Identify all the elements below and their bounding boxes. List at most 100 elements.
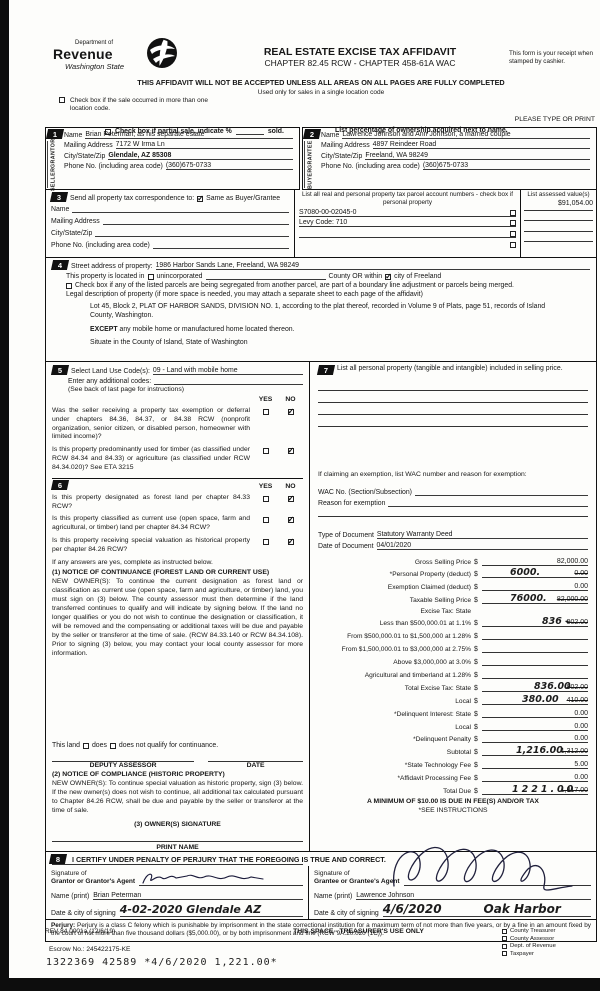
tax-value-field[interactable]: 5.00	[482, 761, 588, 770]
personal-property-line[interactable]	[318, 391, 588, 403]
buyer-name-field[interactable]: Lawrence Johnson and Ann Johnson, a marr…	[342, 131, 590, 139]
corr-phone-label: Phone No. (including area code)	[51, 242, 150, 250]
assessed-value[interactable]	[524, 221, 593, 232]
dor-logo: Department of Revenue Washington State	[53, 38, 203, 71]
unincorporated-label: unincorporated	[156, 273, 203, 280]
parcel-personal-checkbox[interactable]	[510, 209, 516, 216]
forest-yes-checkbox[interactable]	[262, 495, 269, 502]
additional-codes-field[interactable]	[154, 377, 303, 385]
same-as-buyer-checkbox[interactable]	[197, 194, 204, 203]
copy-distribution-list: County Treasurer County Assessor Dept. o…	[502, 928, 597, 958]
doc-date-field[interactable]: 04/01/2020	[376, 542, 588, 550]
deputy-assessor-signature-field[interactable]	[52, 752, 195, 763]
owners-signature-field[interactable]	[52, 830, 303, 843]
middle-section: 5 Select Land Use Code(s): 09 - Land wit…	[45, 362, 597, 866]
tax-value-field[interactable]	[482, 639, 588, 641]
grantor-name-print-field[interactable]: Brian Peterman	[93, 892, 303, 900]
tax-value-field[interactable]: 1221.00 1,317.00	[482, 784, 588, 796]
tax-row: Gross Selling Price $82,000.00	[414, 557, 588, 566]
personal-property-line[interactable]	[318, 415, 588, 427]
reason-extra-line[interactable]	[318, 507, 588, 517]
multi-location-checkbox[interactable]	[59, 97, 65, 103]
tax-value-field[interactable]	[482, 652, 588, 654]
dor-swirl-icon	[147, 38, 177, 68]
tax-value-field[interactable]: 76000. 82,000.00	[482, 593, 588, 605]
tax-value-field[interactable]: 0.00	[482, 583, 588, 592]
tax-value-field[interactable]: 0.00	[482, 735, 588, 744]
tax-value-field[interactable]: 836.00 902.00	[482, 681, 588, 692]
tax-value-field[interactable]	[482, 678, 588, 680]
current-use-no-checkbox[interactable]	[287, 515, 294, 524]
buyer-csz-field[interactable]: Freeland, WA 98249	[365, 152, 590, 160]
parcel-personal-checkbox[interactable]	[510, 220, 516, 227]
assessor-signature-labels: DEPUTY ASSESSOR DATE	[52, 762, 303, 769]
grantee-signature-field[interactable]	[403, 870, 591, 886]
street-address-field[interactable]: 1986 Harbor Sands Lane, Freeland, WA 982…	[155, 262, 590, 270]
tax-value-field[interactable]	[482, 665, 588, 667]
parcel-number[interactable]: S7080-00-02045-0	[299, 208, 357, 216]
tax-value-field[interactable]: 0.00	[482, 710, 588, 718]
parcel-number[interactable]: Levy Code: 710	[299, 219, 348, 227]
section-2-badge: 2	[302, 129, 322, 139]
grantee-name-print-field[interactable]: Lawrence Johnson	[356, 892, 591, 900]
doc-type-field[interactable]: Statutory Warranty Deed	[376, 531, 588, 539]
forest-no-checkbox[interactable]	[287, 494, 294, 503]
historic-no-checkbox[interactable]	[287, 537, 294, 546]
corr-csz-field[interactable]	[95, 229, 289, 238]
grantee-date-city-field[interactable]: 4/6/2020 Oak Harbor	[382, 902, 591, 917]
historic-yes-checkbox[interactable]	[262, 539, 269, 546]
partial-sale-checkbox[interactable]	[105, 129, 111, 135]
copy-county-assessor-checkbox[interactable]	[502, 936, 507, 941]
grantor-date-city-field[interactable]: 4-02-2020 Glendale AZ	[119, 903, 303, 917]
corr-phone-field[interactable]	[152, 241, 289, 250]
assessor-date-field[interactable]	[208, 752, 303, 763]
reason-field[interactable]	[388, 499, 588, 507]
exemption-yes-checkbox[interactable]	[262, 409, 269, 415]
wac-field[interactable]	[414, 488, 588, 496]
tax-value-field[interactable]: 0.00	[482, 723, 588, 731]
unincorporated-checkbox[interactable]	[147, 274, 154, 280]
parcel-personal-checkbox[interactable]	[510, 230, 516, 237]
copy-dept-revenue-checkbox[interactable]	[502, 943, 507, 949]
print-name-field[interactable]	[52, 853, 303, 866]
tax-value-field[interactable]: 836 -902.00	[482, 616, 588, 628]
grantor-signature	[142, 873, 264, 884]
tax-value-field[interactable]: 82,000.00	[482, 558, 588, 566]
current-use-yes-checkbox[interactable]	[262, 517, 269, 524]
tax-value-field[interactable]: 1,216.00 1,312.00	[482, 745, 588, 757]
seller-phone-field[interactable]: (360)675-0733	[165, 162, 293, 171]
corr-name-field[interactable]	[72, 205, 289, 213]
buyer-phone-field[interactable]: (360)675-0733	[422, 162, 590, 171]
within-city-checkbox[interactable]	[385, 272, 392, 281]
tax-value-field[interactable]: 6000. 0.00	[482, 567, 588, 579]
assessed-value[interactable]: $91,054.00	[524, 200, 593, 211]
seller-csz-field[interactable]: Glendale, AZ 85308	[108, 152, 293, 160]
corr-address-field[interactable]	[102, 217, 289, 226]
land-does-not-checkbox[interactable]	[109, 743, 116, 750]
seller-address-field[interactable]: 7172 W Irma Ln	[115, 141, 293, 150]
land-does-checkbox[interactable]	[82, 743, 89, 750]
segregated-checkbox[interactable]	[66, 283, 72, 289]
exemption-no-checkbox[interactable]	[287, 407, 294, 416]
assessed-value[interactable]	[524, 232, 593, 242]
copy-taxpayer-checkbox[interactable]	[502, 951, 507, 956]
copy-county-treasurer-checkbox[interactable]	[502, 928, 507, 934]
assessed-value[interactable]	[524, 211, 593, 221]
tax-value-field[interactable]: 380.00 410.00	[482, 694, 588, 705]
buyer-address-field[interactable]: 4897 Reindeer Road	[372, 141, 590, 150]
tax-value-field[interactable]: 0.00	[482, 774, 588, 783]
tax-row: Exemption Claimed (deduct) $0.00	[387, 583, 588, 592]
perjury-note: Perjury: Perjury is a class C felony whi…	[46, 919, 596, 941]
personal-property-line[interactable]	[318, 379, 588, 391]
parcel-personal-checkbox[interactable]	[510, 242, 516, 249]
grantor-signature-field[interactable]	[139, 870, 303, 886]
timber-no-checkbox[interactable]	[287, 446, 294, 455]
land-use-code-field[interactable]: 09 - Land with mobile home	[152, 367, 303, 375]
personal-property-line[interactable]	[318, 403, 588, 415]
partial-sale-percent-field[interactable]	[235, 127, 264, 135]
wac-label: WAC No. (Section/Subsection)	[318, 489, 412, 496]
timber-yes-checkbox[interactable]	[262, 448, 269, 455]
parcel-column: List all real and personal property tax …	[294, 190, 521, 257]
county-field[interactable]	[205, 272, 326, 280]
seller-name-field[interactable]: Brian Peterman, as his separate estate	[85, 131, 293, 139]
